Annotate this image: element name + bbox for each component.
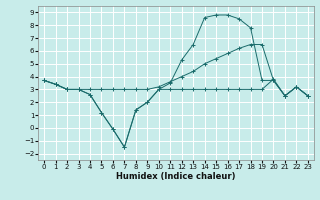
X-axis label: Humidex (Indice chaleur): Humidex (Indice chaleur) xyxy=(116,172,236,181)
